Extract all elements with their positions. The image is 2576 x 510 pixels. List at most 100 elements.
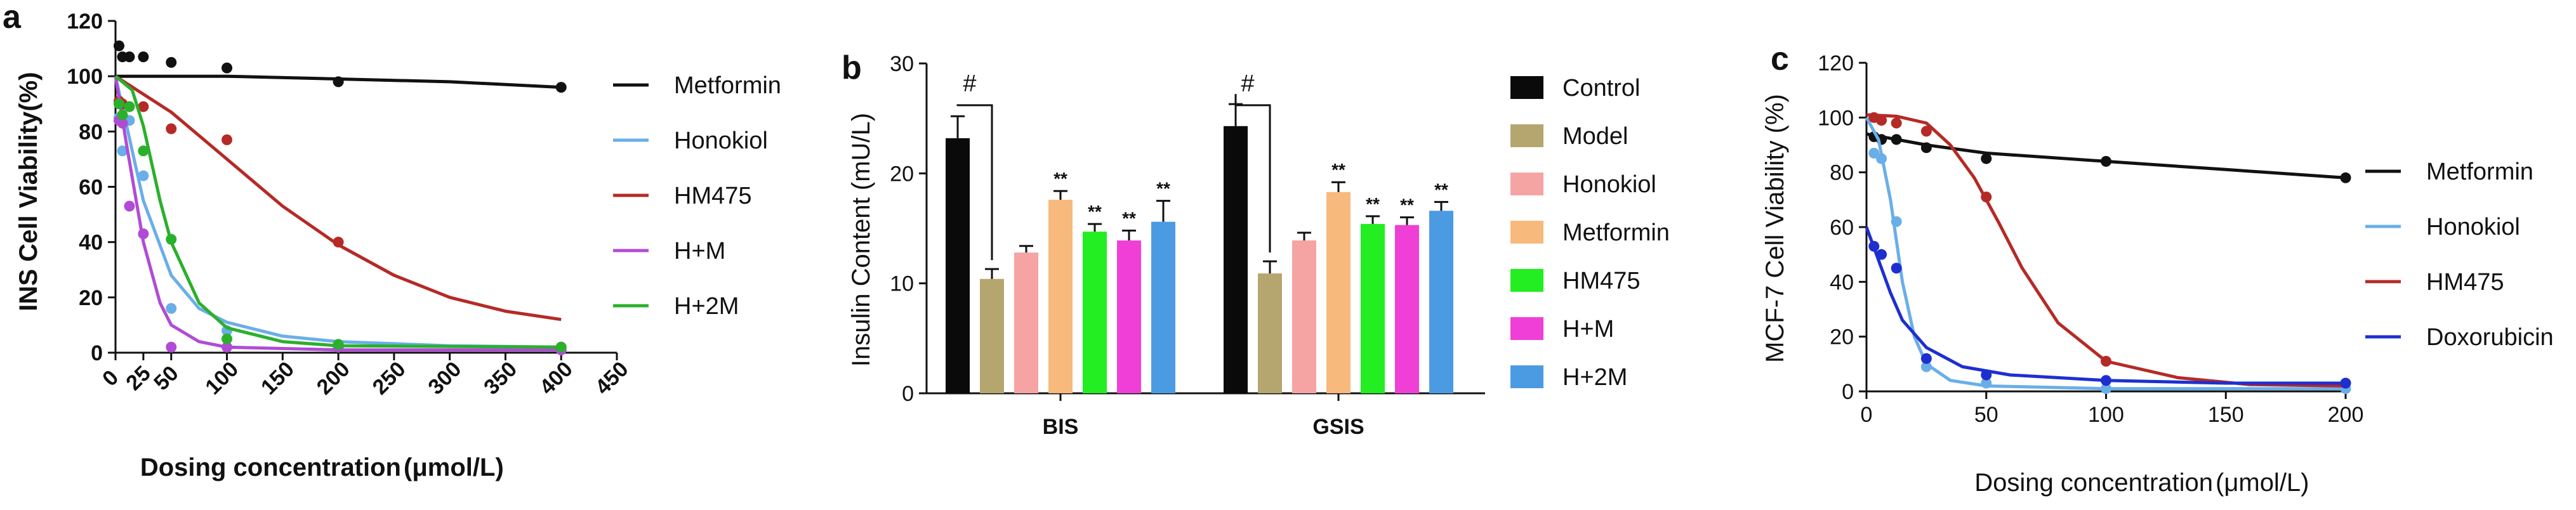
panel-b-bar-gsis-model xyxy=(1258,273,1282,393)
panel-c-point-hm475 xyxy=(1981,192,1992,203)
panel-a-point-honokiol xyxy=(138,170,149,181)
panel-a-point-hm475 xyxy=(166,123,177,134)
panel-a-point-metformin xyxy=(555,82,567,93)
panel-c-point-hm475 xyxy=(1876,115,1887,126)
panel-b-legend-label-honokiol: Honokiol xyxy=(1562,171,1656,198)
panel-c-xtick-label: 200 xyxy=(2328,403,2364,427)
panel-a-point-hm475 xyxy=(221,134,233,145)
panel-c-xtick-label: 50 xyxy=(1974,403,1998,427)
panel-c-ytick-label: 40 xyxy=(1830,270,1854,294)
panel-a-point-metformin xyxy=(113,40,124,51)
panel-c-ytick-label: 0 xyxy=(1842,380,1854,404)
panel-b-legend-label-hm475: HM475 xyxy=(1562,268,1641,294)
panel-c-xtick-label: 0 xyxy=(1861,403,1873,427)
panel-c-point-doxorubicin xyxy=(1920,353,1932,364)
panel-a-point-h-m xyxy=(124,200,135,212)
panel-c-point-hm475 xyxy=(2101,356,2111,367)
panel-a-ylabel: INS Cell Viability(%) xyxy=(15,72,43,311)
panel-a-point-metformin xyxy=(221,62,233,74)
panel-b-legend-label-model: Model xyxy=(1562,123,1628,150)
panel-c-ytick-label: 20 xyxy=(1830,325,1854,350)
panel-b-bar-gsis-hm475 xyxy=(1361,224,1385,393)
panel-b-legend-swatch-metformin xyxy=(1510,221,1543,244)
panel-b-bar-gsis-control xyxy=(1224,126,1248,394)
panel-a-point-h-2m xyxy=(333,339,344,350)
panel-c-point-honokiol xyxy=(1981,377,1992,389)
panel-a-ytick-label: 120 xyxy=(67,10,103,34)
panel-a-point-h-m xyxy=(221,341,233,353)
panel-c-curve-hm475 xyxy=(1866,113,2346,388)
panel-c-axes: 0 20 40 60 80 100 120 0 50 100 150 200 xyxy=(1818,51,2363,427)
panel-a-xtick-label: 50 xyxy=(149,361,183,395)
panel-a-legend-label-hm475: HM475 xyxy=(674,183,752,209)
panel-b-bar-bis-model xyxy=(980,278,1004,393)
panel-a-point-h-2m xyxy=(113,98,124,110)
panel-b-sig-gsis-hm475: ** xyxy=(1366,194,1380,214)
panel-b-category-label-gsis: GSIS xyxy=(1312,415,1364,439)
panel-a-xtick-label: 400 xyxy=(535,357,578,400)
panel-a-xtick-label: 0 xyxy=(98,365,123,391)
panel-c-xtick-label: 100 xyxy=(2088,403,2124,427)
panel-a-point-hm475 xyxy=(138,101,149,112)
panel-a-legend-label-h-2m: H+2M xyxy=(674,293,739,320)
panel-b-legend-label-metformin: Metformin xyxy=(1562,219,1670,246)
panel-b-bar-bis-h-m xyxy=(1117,240,1141,393)
panel-c-point-doxorubicin xyxy=(1981,369,1992,381)
panel-a-point-honokiol xyxy=(166,303,177,314)
panel-c-legend-label-hm475: HM475 xyxy=(2426,269,2504,296)
panel-a-point-metformin xyxy=(138,51,149,63)
panel-c-ylabel: MCF-7 Cell Viability (%) xyxy=(1761,94,1789,363)
panel-a-ytick-label: 40 xyxy=(79,231,103,255)
panel-b-category-label-bis: BIS xyxy=(1043,415,1079,439)
panel-c-xlabel-unit: (μmol/L) xyxy=(2216,469,2309,497)
panel-c-point-metformin xyxy=(1981,153,1992,164)
panel-c-point-honokiol xyxy=(1876,153,1887,164)
panel-a-ytick-label: 60 xyxy=(79,176,103,200)
panel-b-legend-label-h-2m: H+2M xyxy=(1562,364,1627,391)
panel-c-legend: Metformin Honokiol HM475 Doxorubicin xyxy=(2365,159,2554,351)
panel-c-point-honokiol xyxy=(1920,361,1932,372)
panel-label-a: a xyxy=(3,0,22,36)
panel-a-xtick-label: 250 xyxy=(368,357,411,400)
panel-b-ylabel: Insulin Content (mU/L) xyxy=(847,113,875,367)
panel-label-b: b xyxy=(842,49,862,86)
panel-a-point-metformin xyxy=(124,51,135,63)
panel-label-c: c xyxy=(1771,41,1789,77)
panel-a-xtick-label: 200 xyxy=(312,357,355,400)
panel-b-sig-bis-h-2m: ** xyxy=(1156,179,1170,199)
panel-c-ytick-label: 60 xyxy=(1830,216,1854,240)
panel-a-point-h-2m xyxy=(221,333,233,344)
panel-b-legend-swatch-h-2m xyxy=(1510,365,1543,388)
panel-b-sig-bis-h-m: ** xyxy=(1122,208,1136,228)
panel-c-curve-honokiol xyxy=(1865,117,2346,391)
panel-a-point-h-m xyxy=(117,117,128,129)
panel-c-ytick-label: 100 xyxy=(1818,106,1854,130)
panel-b-bar-bis-honokiol xyxy=(1014,252,1038,393)
panel-b-bar-gsis-h-2m xyxy=(1429,211,1453,393)
panel-b-legend-swatch-control xyxy=(1510,76,1543,99)
panel-b-sig-bis-hm475: ** xyxy=(1088,202,1102,221)
panel-c-point-doxorubicin xyxy=(2340,377,2351,389)
panel-a-ytick-label: 100 xyxy=(67,65,103,89)
panel-a-point-h-2m xyxy=(124,101,135,112)
panel-a-curve-hm475 xyxy=(114,75,562,322)
panel-a-legend: Metformin Honokiol HM475 H+M H+2M xyxy=(613,72,781,320)
panel-b-bar-bis-h-2m xyxy=(1151,221,1175,393)
panel-b-bar-gsis-h-m xyxy=(1395,225,1419,393)
panel-a-point-honokiol xyxy=(117,145,128,157)
panel-b-bars: ** ** ** ** # ** ** ** ** # xyxy=(946,70,1453,394)
panel-a-point-h-2m xyxy=(117,109,128,121)
panel-b-legend: Control Model Honokiol Metformin HM475 H+M H+2… xyxy=(1510,75,1670,391)
panel-c-point-metformin xyxy=(1891,134,1902,145)
panel-c-point-honokiol xyxy=(1891,216,1902,227)
panel-a-point-h-m xyxy=(138,228,149,240)
panel-c-chart: 0 20 40 60 80 100 120 0 50 100 150 200 Metformin Hon… xyxy=(1761,51,2554,497)
panel-a-ytick-label: 80 xyxy=(79,120,103,144)
panel-a-xtick-label: 450 xyxy=(591,357,633,400)
panel-b-annotation-gsis: # xyxy=(1241,70,1254,97)
panel-c-point-honokiol xyxy=(2101,383,2111,395)
panel-c-legend-label-doxorubicin: Doxorubicin xyxy=(2426,324,2554,351)
panel-c-point-metformin xyxy=(2340,172,2351,183)
panel-b-bar-bis-control xyxy=(946,138,970,393)
